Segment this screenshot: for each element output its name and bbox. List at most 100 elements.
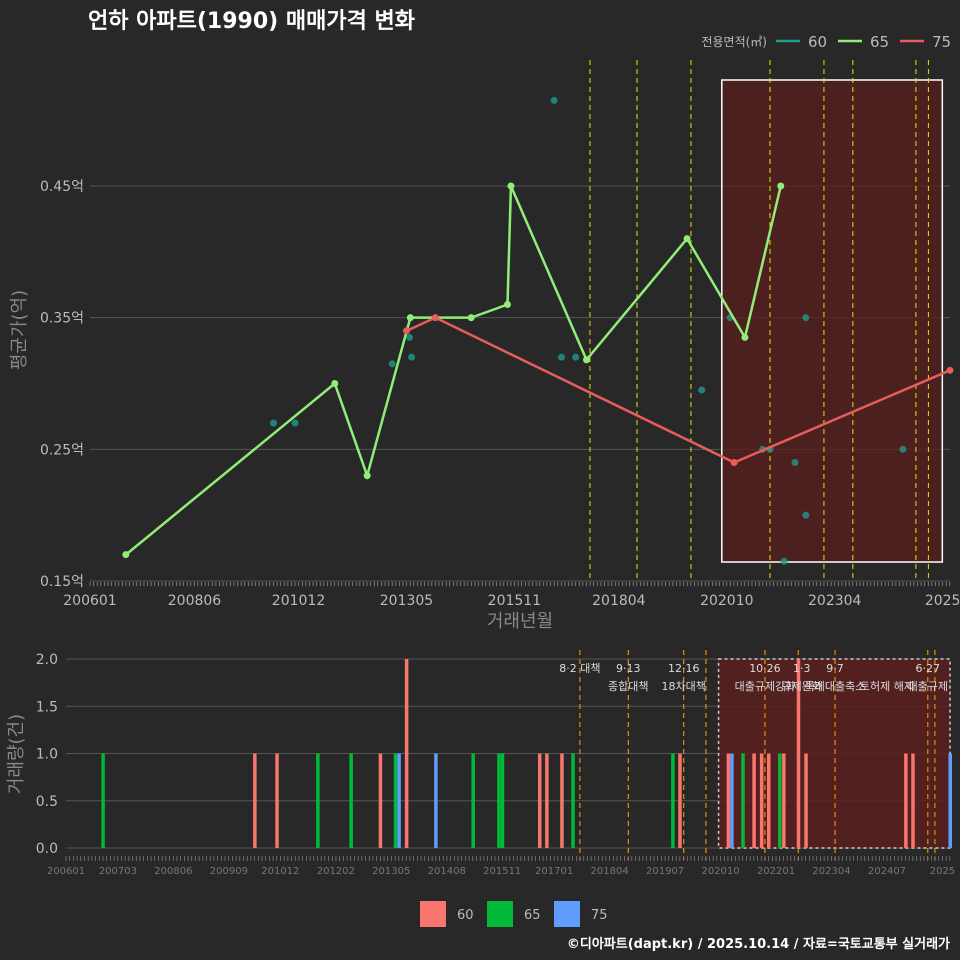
volume-bar-60 bbox=[538, 753, 542, 848]
x-tick-label: 201012 bbox=[261, 866, 299, 877]
legend-top: 전용면적(㎡) 60 65 75 bbox=[701, 33, 951, 51]
scatter-point-60 bbox=[269, 419, 277, 427]
volume-bar-65 bbox=[500, 753, 505, 848]
volume-bar-60 bbox=[678, 753, 682, 848]
x-tick-label: 201012 bbox=[272, 593, 325, 609]
policy-annotation: 특례대출축소 bbox=[805, 680, 866, 693]
y-tick-label: 2.0 bbox=[36, 652, 58, 668]
series-point-75 bbox=[730, 459, 738, 466]
policy-annotation: 10·26 bbox=[749, 662, 781, 675]
x-tick-label: 200703 bbox=[99, 866, 137, 877]
scatter-point-60 bbox=[802, 511, 810, 519]
volume-bar-75 bbox=[948, 753, 952, 848]
series-point-65 bbox=[467, 314, 475, 322]
scatter-point-60 bbox=[550, 96, 558, 104]
policy-annotation: 8·2 대책 bbox=[559, 662, 600, 675]
scatter-point-60 bbox=[408, 353, 416, 361]
y-tick-label: 0.15억 bbox=[40, 574, 84, 590]
legend-label-60: 60 bbox=[457, 908, 474, 923]
legend-swatch-75 bbox=[554, 901, 580, 927]
policy-annotation: 12·16 bbox=[668, 662, 700, 675]
x-tick-label: 201305 bbox=[372, 866, 410, 877]
volume-bar-60 bbox=[545, 753, 549, 848]
x-tick-label: 2025 bbox=[925, 593, 960, 609]
legend-title: 전용면적(㎡) bbox=[701, 35, 767, 49]
volume-bar-75 bbox=[434, 753, 438, 848]
series-point-65 bbox=[582, 356, 590, 364]
policy-annotation: 1·3 bbox=[793, 662, 811, 675]
y-tick-label: 1.5 bbox=[36, 699, 58, 715]
series-point-65 bbox=[331, 380, 339, 387]
y-axis-label: 거래량(건) bbox=[6, 714, 27, 794]
policy-annotation: 종합대책 bbox=[608, 680, 648, 693]
series-point-65 bbox=[507, 182, 515, 190]
volume-bar-65 bbox=[393, 753, 398, 848]
volume-bar-60 bbox=[752, 753, 756, 848]
x-tick-label: 202201 bbox=[757, 866, 795, 877]
legend-swatch-60 bbox=[420, 901, 446, 927]
volume-bar-60 bbox=[253, 753, 257, 848]
x-tick-label: 202407 bbox=[868, 866, 906, 877]
policy-annotation: 18차대책 bbox=[662, 680, 706, 693]
volume-bar-75 bbox=[730, 753, 734, 848]
x-tick-label: 201804 bbox=[591, 866, 629, 877]
volume-bar-60 bbox=[726, 753, 731, 848]
x-tick-label: 200601 bbox=[47, 866, 85, 877]
volume-bar-65 bbox=[101, 753, 105, 848]
legend-label-65: 65 bbox=[870, 33, 889, 51]
x-tick-label: 202304 bbox=[812, 866, 850, 877]
volume-bar-65 bbox=[778, 753, 782, 848]
scatter-point-60 bbox=[405, 333, 413, 341]
series-point-65 bbox=[683, 235, 691, 243]
scatter-point-60 bbox=[572, 353, 580, 361]
policy-annotation: 규제완화 bbox=[782, 680, 822, 693]
volume-bar-60 bbox=[782, 753, 786, 848]
volume-bar-65 bbox=[471, 753, 475, 848]
x-tick-label: 2025 bbox=[930, 866, 955, 877]
price-plot: 0.15억 0.25억 0.35억 0.45억 200601 200806 201012 20… bbox=[9, 60, 960, 632]
series-point-65 bbox=[363, 472, 371, 480]
policy-annotation: 토허제 해제 bbox=[860, 679, 914, 693]
x-tick-label: 201511 bbox=[488, 593, 541, 609]
series-point-75 bbox=[431, 314, 439, 322]
legend-label-60: 60 bbox=[808, 33, 827, 51]
y-tick-label: 0.35억 bbox=[40, 311, 84, 327]
scatter-point-60 bbox=[698, 386, 706, 394]
y-axis-label: 평균가(억) bbox=[9, 290, 30, 370]
volume-bar-65 bbox=[571, 753, 575, 848]
x-tick-label: 201408 bbox=[428, 866, 466, 877]
series-point-65 bbox=[777, 182, 785, 190]
y-tick-label: 0.45억 bbox=[40, 179, 84, 195]
policy-annotation: 9·7 bbox=[826, 662, 844, 675]
legend-label-75: 75 bbox=[932, 33, 951, 51]
volume-bar-60 bbox=[404, 659, 409, 848]
x-tick-label: 201701 bbox=[535, 866, 573, 877]
volume-bar-60 bbox=[804, 753, 808, 848]
volume-bar-75 bbox=[397, 753, 401, 848]
series-point-65 bbox=[406, 314, 414, 322]
scatter-point-60 bbox=[388, 360, 396, 368]
y-tick-label: 0.0 bbox=[36, 841, 58, 857]
series-line-75 bbox=[405, 316, 951, 464]
volume-bar-65 bbox=[741, 753, 745, 848]
x-tick-label: 202010 bbox=[701, 866, 739, 877]
volume-plot: 0.0 0.5 1.0 1.5 2.0 8·2 대책 9·13 종합대책 12·16 18차대책 1… bbox=[6, 650, 955, 877]
series-line-65 bbox=[125, 185, 782, 556]
y-tick-label: 0.25억 bbox=[40, 442, 84, 458]
scatter-point-60 bbox=[802, 314, 810, 322]
legend-label-75: 75 bbox=[591, 908, 608, 923]
x-tick-label: 201511 bbox=[483, 866, 521, 877]
y-tick-label: 1.0 bbox=[36, 747, 58, 763]
policy-annotation: 대출규제강화 bbox=[735, 680, 796, 693]
scatter-point-60 bbox=[899, 445, 907, 453]
scatter-point-60 bbox=[780, 557, 788, 565]
policy-annotation: 6·27 bbox=[916, 662, 941, 675]
x-tick-label: 202010 bbox=[700, 593, 753, 609]
volume-bar-60 bbox=[378, 753, 383, 848]
y-tick-label: 0.5 bbox=[36, 794, 58, 810]
scatter-point-60 bbox=[557, 353, 565, 361]
chart-title: 언하 아파트(1990) 매매가격 변화 bbox=[88, 9, 415, 34]
volume-bar-60 bbox=[904, 753, 908, 848]
x-axis-label: 거래년월 bbox=[487, 611, 553, 632]
